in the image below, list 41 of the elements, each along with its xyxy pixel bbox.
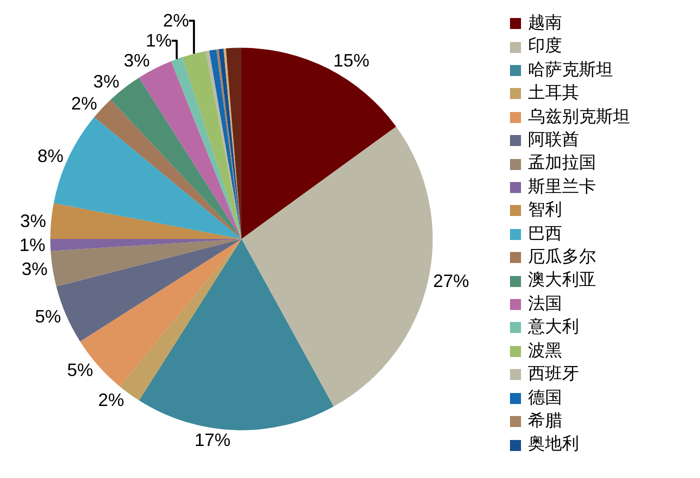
- pie-slice: [139, 239, 334, 430]
- pie-slice: [171, 57, 242, 239]
- legend-label: 德国: [528, 386, 562, 410]
- legend-label: 意大利: [528, 316, 579, 340]
- legend-label: 智利: [528, 199, 562, 222]
- legend-label: 厄瓜多尔: [528, 246, 596, 270]
- data-label: 2%: [98, 390, 124, 410]
- legend-label: 越南: [528, 12, 562, 35]
- data-label: 2%: [162, 10, 189, 31]
- data-label: 8%: [37, 146, 64, 166]
- legend-label: 土耳其: [528, 82, 579, 106]
- legend-label: 孟加拉国: [528, 152, 596, 176]
- legend-label: 波黑: [528, 340, 562, 363]
- data-label: 3%: [20, 210, 46, 231]
- data-label: 5%: [35, 306, 62, 327]
- data-label: 2%: [71, 93, 98, 114]
- legend-label: 阿联酋: [528, 129, 579, 152]
- pie-slice: [50, 203, 242, 239]
- data-label: 1%: [19, 235, 46, 256]
- pie-slice: [242, 48, 396, 239]
- data-label: 17%: [194, 430, 230, 450]
- legend-label: 希腊: [528, 410, 562, 433]
- pie-slice: [242, 126, 433, 407]
- legend-label: 奥地利: [528, 433, 579, 456]
- legend-label: 印度: [528, 35, 562, 58]
- legend-label: 澳大利亚: [528, 269, 596, 292]
- data-label: 15%: [333, 50, 370, 71]
- data-label: 3%: [124, 50, 150, 71]
- pie-slice: [50, 239, 242, 287]
- data-label: 3%: [93, 72, 120, 92]
- pie-slice: [182, 51, 242, 239]
- legend-label: 西班牙: [528, 363, 579, 386]
- legend-label: 法国: [528, 292, 562, 316]
- legend-label: 斯里兰卡: [528, 176, 596, 199]
- data-label: 1%: [146, 30, 172, 51]
- data-label: 27%: [433, 271, 470, 292]
- legend-label: 哈萨克斯坦: [528, 58, 613, 82]
- data-label: 3%: [22, 259, 48, 280]
- data-label: 5%: [67, 360, 94, 380]
- legend-label: 乌兹别克斯坦: [528, 106, 630, 129]
- legend-label: 巴西: [528, 222, 562, 246]
